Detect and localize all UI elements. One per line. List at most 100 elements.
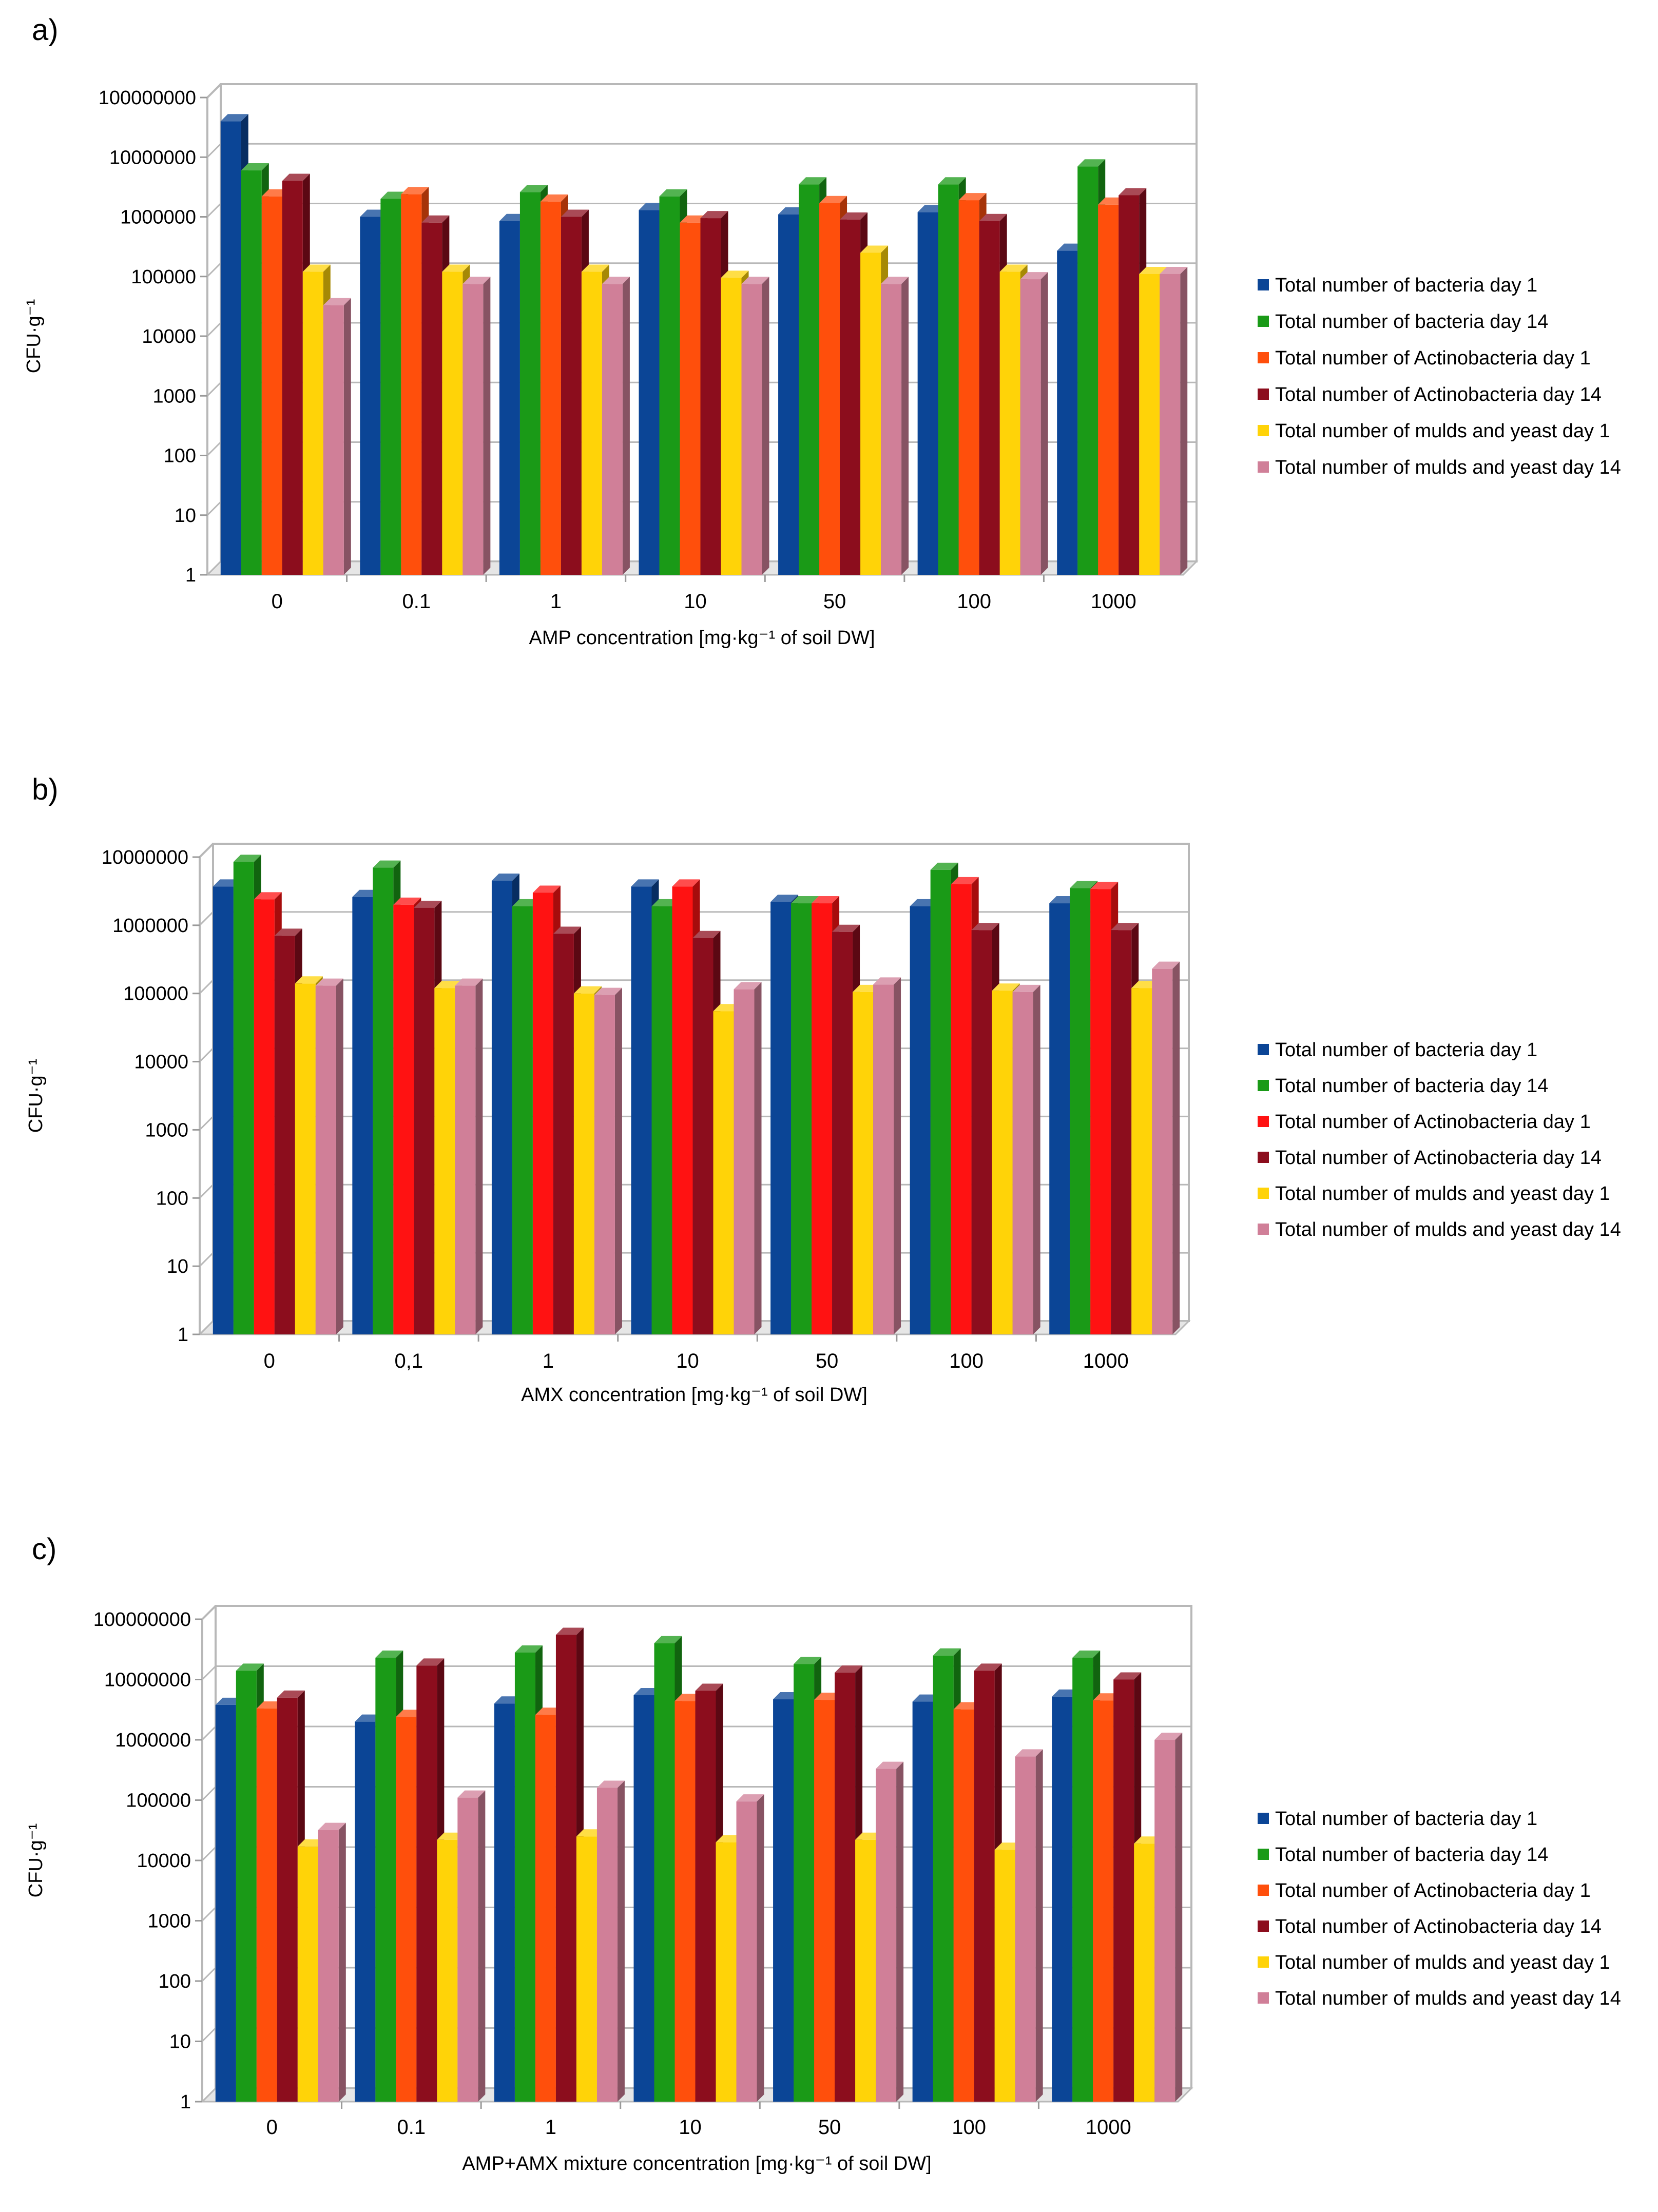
legend-swatch <box>1258 1920 1269 1932</box>
legend-swatch <box>1258 1188 1269 1199</box>
bar-front <box>736 1801 757 2102</box>
bar-front <box>695 1691 716 2102</box>
bar-front <box>581 271 602 575</box>
bar-front <box>373 867 394 1334</box>
legend-label: Total number of mulds and yeast day 1 <box>1275 1952 1610 1973</box>
bar-front <box>416 1665 437 2102</box>
bar-front <box>651 906 672 1334</box>
x-tick-label: 100 <box>952 2116 986 2139</box>
x-axis-title: AMX concentration [mg·kg⁻¹ of soil DW] <box>521 1384 867 1406</box>
legend-swatch <box>1258 1080 1269 1091</box>
bar-front <box>315 985 336 1334</box>
bar-front <box>819 203 840 575</box>
legend-label: Total number of Actinobacteria day 14 <box>1275 1916 1602 1937</box>
bar-top <box>573 986 602 994</box>
x-tick-label: 0,1 <box>395 1350 423 1372</box>
panel-label: b) <box>32 773 59 806</box>
bar-front <box>355 1721 376 2102</box>
gridline-side <box>199 1252 214 1267</box>
legend-swatch <box>1258 1992 1269 2004</box>
bar-front <box>396 1717 417 2102</box>
bar <box>1152 961 1180 1334</box>
bar-front <box>1139 274 1160 575</box>
bar-top <box>532 885 561 893</box>
bar-top <box>840 212 868 220</box>
legend-swatch <box>1258 279 1269 290</box>
legend-item: Total number of Actinobacteria day 1 <box>1258 1880 1591 1901</box>
legend-swatch <box>1258 1849 1269 1860</box>
bar-top <box>812 896 840 904</box>
bar-front <box>514 1652 535 2102</box>
bar-top <box>421 215 450 223</box>
bar-front <box>352 897 373 1334</box>
gridline-side <box>199 843 214 858</box>
bar-side <box>896 1761 904 2102</box>
bar-top <box>373 860 401 868</box>
legend-label: Total number of bacteria day 14 <box>1275 1844 1548 1866</box>
bar-front <box>654 1643 675 2102</box>
bar-front <box>535 1715 556 2102</box>
bar-chart-amp: 1101001000100001000001000000100000001000… <box>23 83 1621 649</box>
bar-front <box>540 201 561 575</box>
bar-front <box>812 903 833 1334</box>
legend-swatch <box>1258 352 1269 363</box>
bar-top <box>692 930 721 938</box>
legend-item: Total number of Actinobacteria day 1 <box>1258 1111 1591 1133</box>
x-tick-label: 100 <box>957 590 991 613</box>
gridline-side <box>201 1846 217 1861</box>
legend-label: Total number of bacteria day 1 <box>1275 1808 1537 1830</box>
y-tick-label: 100000 <box>123 983 188 1005</box>
bar-top <box>1113 1672 1142 1680</box>
gridline-side <box>206 262 222 277</box>
bar-front <box>256 1709 277 2102</box>
y-axis-title: CFU·g⁻¹ <box>23 299 45 374</box>
bar-top <box>462 277 491 284</box>
bar-front <box>721 278 742 575</box>
y-tick-label: 10000000 <box>102 847 188 868</box>
bar-front <box>1160 274 1181 575</box>
y-tick-label: 1 <box>178 1324 188 1346</box>
bar-front <box>494 1703 515 2102</box>
bar-top <box>553 926 581 934</box>
legend-item: Total number of bacteria day 1 <box>1258 1039 1537 1061</box>
bar-front <box>680 222 701 575</box>
y-axis-title: CFU·g⁻¹ <box>25 1059 47 1133</box>
bar-front <box>855 1839 876 2102</box>
legend-item: Total number of mulds and yeast day 1 <box>1258 1952 1610 1973</box>
bar-top <box>938 177 966 185</box>
bar-side <box>336 978 343 1334</box>
bar-front <box>573 993 594 1334</box>
y-tick-label: 100000000 <box>93 1609 191 1631</box>
bar-front <box>519 192 541 575</box>
bar <box>602 277 630 575</box>
bar-side <box>1033 984 1040 1334</box>
bar-top <box>741 277 769 284</box>
bar-top <box>672 879 700 887</box>
bar-front <box>853 992 874 1334</box>
bar-front <box>274 936 295 1334</box>
bar-front <box>659 196 680 575</box>
bar-front <box>1020 279 1041 575</box>
bar-front <box>741 284 762 575</box>
bar-front <box>375 1657 396 2102</box>
bar-front <box>236 1671 257 2102</box>
bar-front <box>994 1850 1015 2102</box>
bar-front <box>455 985 476 1334</box>
bar-front <box>576 1836 597 2102</box>
x-tick-label: 1000 <box>1086 2116 1131 2139</box>
bar-front <box>254 899 275 1334</box>
legend-swatch <box>1258 1813 1269 1824</box>
gridline-side <box>199 979 214 994</box>
bar-front <box>282 181 303 575</box>
bar-top <box>971 923 999 930</box>
x-tick-label: 50 <box>823 590 846 613</box>
bar-front <box>999 271 1020 575</box>
bar-front <box>553 934 574 1334</box>
bar-top <box>1152 961 1180 969</box>
bar-front <box>302 271 323 575</box>
legend-item: Total number of bacteria day 1 <box>1258 275 1537 296</box>
bar-top <box>455 978 483 986</box>
bar-front <box>814 1700 835 2102</box>
bar-top <box>659 189 687 197</box>
bar-side <box>478 1790 486 2102</box>
